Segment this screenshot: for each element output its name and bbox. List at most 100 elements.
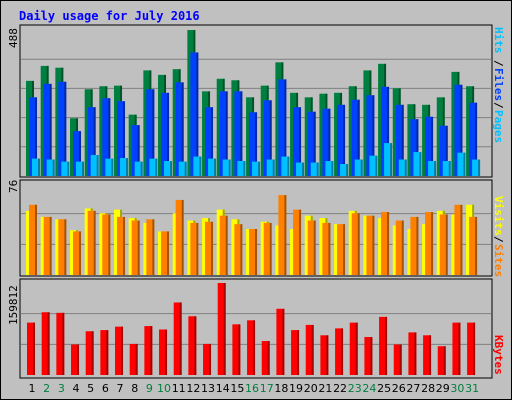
bar-files-28 bbox=[425, 116, 434, 176]
bar-files-19 bbox=[293, 107, 302, 176]
bar-files-12 bbox=[190, 52, 199, 177]
bar-pages-1 bbox=[32, 158, 40, 176]
bar-files-20-shade bbox=[313, 111, 316, 176]
bar-kbytes-26-shade bbox=[399, 344, 402, 375]
bar-sites-30-shade bbox=[460, 204, 463, 275]
day-label-31: 31 bbox=[465, 382, 479, 395]
bar-files-11 bbox=[175, 82, 184, 176]
bar-kbytes-5 bbox=[85, 331, 94, 375]
bar-files-5-shade bbox=[93, 107, 96, 176]
bar-sites-24-shade bbox=[372, 215, 375, 275]
bar-files-31 bbox=[469, 102, 478, 176]
bar-files-5 bbox=[87, 107, 96, 176]
bar-kbytes-9-shade bbox=[150, 326, 153, 375]
bar-pages-18 bbox=[281, 156, 290, 176]
bar-pages-8 bbox=[134, 161, 143, 176]
bar-pages-5 bbox=[90, 155, 99, 176]
bar-pages-17-shade bbox=[272, 159, 275, 176]
bar-files-18 bbox=[278, 79, 287, 176]
bar-files-21-shade bbox=[328, 108, 331, 176]
bar-pages-31 bbox=[472, 159, 481, 176]
bar-kbytes-12 bbox=[188, 316, 197, 375]
bar-sites-23 bbox=[351, 213, 360, 275]
bar-kbytes-14-shade bbox=[223, 283, 226, 375]
legend-sep-1: / bbox=[492, 60, 505, 67]
bar-pages-15-shade bbox=[243, 161, 246, 176]
bar-files-4 bbox=[73, 131, 82, 176]
kbytes-ymax-label: 159812 bbox=[7, 285, 20, 325]
bar-kbytes-5-shade bbox=[91, 331, 94, 375]
bar-pages-28 bbox=[428, 161, 437, 176]
bar-files-3 bbox=[58, 81, 67, 176]
bar-kbytes-25 bbox=[379, 316, 388, 375]
bar-files-19-shade bbox=[299, 107, 302, 176]
bar-pages-30 bbox=[457, 152, 466, 176]
bar-sites-4 bbox=[73, 231, 82, 275]
bar-files-2-shade bbox=[49, 83, 52, 176]
bar-files-8-shade bbox=[137, 125, 140, 176]
bar-pages-25 bbox=[384, 143, 393, 176]
bar-sites-13-shade bbox=[211, 221, 214, 275]
bar-pages-24 bbox=[369, 155, 378, 176]
bar-kbytes-16 bbox=[247, 320, 256, 375]
bar-pages-9 bbox=[149, 158, 158, 176]
bar-files-4-shade bbox=[79, 131, 82, 176]
bar-files-15 bbox=[234, 91, 243, 176]
bar-files-9 bbox=[146, 89, 155, 176]
legend-sep-2: / bbox=[492, 102, 505, 109]
bar-sites-2-shade bbox=[49, 216, 52, 275]
bar-files-24-shade bbox=[372, 95, 375, 176]
bar-pages-25-shade bbox=[390, 143, 393, 176]
bar-pages-13-shade bbox=[214, 158, 217, 176]
bar-pages-31-shade bbox=[478, 159, 481, 176]
bar-kbytes-3 bbox=[56, 312, 65, 375]
bar-files-10 bbox=[161, 92, 170, 176]
bar-kbytes-21 bbox=[320, 335, 329, 375]
bar-files-30-shade bbox=[460, 84, 463, 176]
bar-files-27 bbox=[410, 119, 419, 176]
bar-kbytes-29 bbox=[437, 346, 446, 375]
bar-kbytes-31-shade bbox=[473, 322, 476, 375]
bar-sites-27-shade bbox=[416, 216, 419, 275]
day-label-14: 14 bbox=[216, 382, 230, 395]
bar-sites-22 bbox=[337, 224, 346, 275]
bar-sites-11 bbox=[175, 199, 184, 275]
bar-pages-16 bbox=[252, 161, 261, 176]
bar-sites-28 bbox=[425, 212, 434, 275]
bar-pages-21 bbox=[325, 161, 334, 176]
bar-pages-23 bbox=[354, 159, 363, 176]
bar-pages-10-shade bbox=[170, 161, 173, 176]
bar-kbytes-1-shade bbox=[33, 322, 35, 375]
bar-pages-22 bbox=[340, 164, 349, 176]
bar-kbytes-24-shade bbox=[370, 337, 373, 375]
day-label-4: 4 bbox=[73, 382, 80, 395]
bar-files-26 bbox=[395, 104, 404, 176]
day-label-16: 16 bbox=[245, 382, 259, 395]
day-label-23: 23 bbox=[348, 382, 362, 395]
bar-pages-7 bbox=[120, 158, 129, 176]
bar-pages-26 bbox=[398, 159, 407, 176]
legend-sites: Sites bbox=[492, 244, 505, 277]
bar-files-17-shade bbox=[269, 100, 272, 176]
day-label-1: 1 bbox=[29, 382, 36, 395]
bar-kbytes-29-shade bbox=[443, 346, 446, 375]
bar-files-12-shade bbox=[196, 52, 199, 177]
legend-files: Files bbox=[492, 68, 505, 101]
bar-files-22-shade bbox=[343, 104, 346, 176]
bar-files-16-shade bbox=[255, 112, 258, 176]
bar-sites-22-shade bbox=[343, 224, 346, 275]
bar-sites-17 bbox=[263, 222, 272, 275]
bar-sites-9-shade bbox=[152, 219, 155, 275]
bar-sites-20 bbox=[307, 220, 316, 275]
day-label-11: 11 bbox=[172, 382, 186, 395]
legend-kbytes: KBytes bbox=[492, 335, 505, 375]
bar-kbytes-30-shade bbox=[458, 322, 461, 375]
bar-pages-11-shade bbox=[184, 161, 187, 176]
bar-files-10-shade bbox=[167, 92, 170, 176]
bar-sites-5 bbox=[87, 210, 96, 275]
bar-sites-1-shade bbox=[35, 204, 37, 275]
bar-sites-6 bbox=[102, 214, 111, 275]
bar-kbytes-7-shade bbox=[121, 326, 124, 375]
